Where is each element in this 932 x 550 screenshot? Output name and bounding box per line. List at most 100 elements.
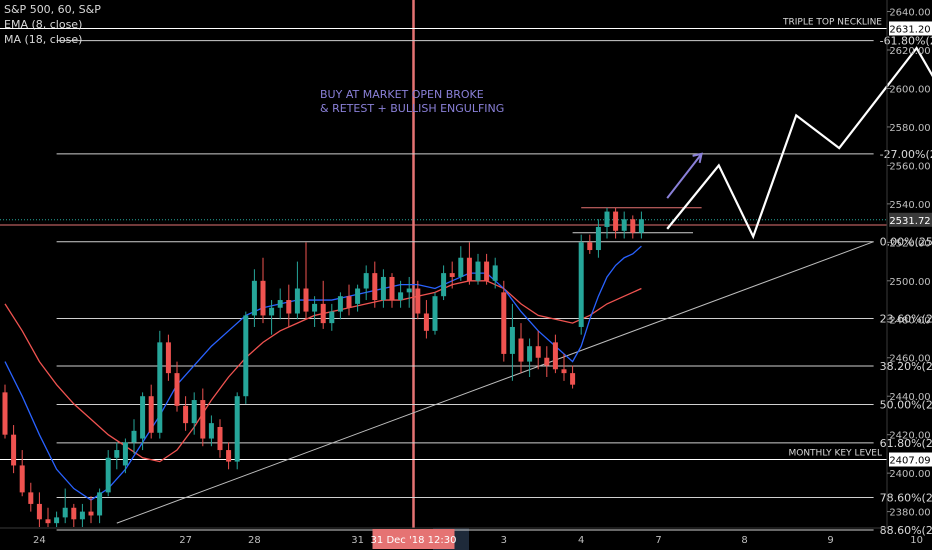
y-tick-label: 2420.00 — [889, 431, 930, 442]
candle-body — [363, 273, 369, 289]
x-tick-label: 28 — [248, 535, 261, 546]
candle — [312, 296, 318, 327]
candle — [234, 392, 240, 470]
candle — [415, 280, 421, 320]
candle-body — [458, 257, 464, 277]
candle — [97, 488, 103, 524]
candle-body — [535, 346, 541, 358]
candle-body — [191, 400, 197, 424]
fib-level-label: 88.60%(2370.41) — [880, 524, 932, 537]
candle — [544, 346, 550, 377]
candle — [131, 419, 137, 454]
fib-level-label: 50.00%(2435.72) — [880, 398, 932, 411]
candle — [303, 242, 309, 320]
candle — [423, 300, 429, 339]
candle — [604, 207, 610, 239]
candle — [88, 496, 94, 524]
candle-body — [415, 288, 421, 314]
candle — [157, 330, 163, 439]
candle-body — [45, 519, 51, 524]
candle-body — [122, 442, 128, 466]
candle-body — [88, 511, 94, 516]
candle — [208, 415, 214, 447]
fib-level-label: 78.60%(2387.33) — [880, 492, 932, 505]
candle-body — [260, 280, 266, 316]
candle-body — [355, 288, 361, 304]
candle-body — [165, 342, 171, 374]
legend-ma: MA (18, close) — [4, 33, 83, 46]
candle-body — [105, 457, 111, 493]
candle — [217, 419, 223, 458]
candle-body — [140, 396, 146, 439]
candle-body — [71, 507, 77, 520]
y-tick-label: 2540.00 — [889, 200, 930, 211]
candle — [587, 234, 593, 254]
candle-body — [346, 296, 352, 308]
candle-body — [630, 219, 636, 233]
candle — [363, 265, 369, 301]
x-tick-label: 31 — [351, 535, 364, 546]
candle-body — [183, 405, 189, 424]
candle — [45, 507, 51, 527]
candle — [466, 242, 472, 285]
candle — [613, 207, 619, 239]
candle — [432, 292, 438, 335]
candle-body — [372, 273, 378, 301]
candle — [355, 284, 361, 312]
crosshair-date-text: 31 Dec '18 12:30 — [371, 535, 457, 546]
candle — [183, 396, 189, 431]
x-tick-label: 7 — [655, 535, 661, 546]
current-price-tag-text: 2531.72 — [889, 216, 930, 227]
candle-body — [466, 257, 472, 281]
candle — [191, 392, 197, 435]
candle — [122, 438, 128, 474]
candle-body — [337, 296, 343, 312]
candle-body — [380, 276, 386, 301]
candle — [251, 269, 257, 327]
key-level-price-tag-text: 2407.09 — [889, 456, 930, 467]
y-tick-label: 2460.00 — [889, 354, 930, 365]
candle-body — [587, 242, 593, 251]
key-level-price-tag — [889, 21, 932, 36]
y-tick-label: 2440.00 — [889, 392, 930, 403]
candle — [346, 284, 352, 316]
x-tick-label: 27 — [179, 535, 192, 546]
candle-body — [552, 342, 558, 370]
y-tick-label: 2520.00 — [889, 238, 930, 249]
candle-body — [484, 261, 490, 281]
candle-body — [441, 273, 447, 297]
candle-body — [544, 357, 550, 366]
x-tick-label: 3 — [501, 535, 507, 546]
candle-body — [243, 315, 249, 397]
candle — [105, 450, 111, 497]
x-tick-label: 8 — [741, 535, 747, 546]
candle-body — [97, 492, 103, 516]
candle-body — [423, 313, 429, 331]
candle-body — [320, 303, 326, 324]
candle-body — [518, 338, 524, 362]
y-tick-label: 2600.00 — [889, 84, 930, 95]
candle — [552, 334, 558, 374]
candle-body — [54, 517, 60, 524]
candle — [19, 450, 25, 497]
candle-body — [406, 288, 412, 293]
x-tick-label: 24 — [33, 535, 46, 546]
trendline — [116, 241, 874, 524]
candle — [294, 261, 300, 320]
candle-body — [570, 373, 576, 385]
candle — [492, 257, 498, 289]
x-tick-label: 9 — [827, 535, 833, 546]
key-level-label: TRIPLE TOP NECKLINE — [782, 17, 882, 27]
candle-body — [269, 307, 275, 316]
legend-symbol: S&P 500, 60, S&P — [4, 3, 101, 16]
candle-body — [475, 261, 481, 281]
candle — [475, 253, 481, 285]
candle — [286, 284, 292, 327]
fib-level-label: 61.80%(2415.76) — [880, 437, 932, 450]
candle-body — [114, 450, 120, 458]
y-tick-label: 2580.00 — [889, 123, 930, 134]
candle — [458, 246, 464, 281]
candle — [54, 511, 60, 527]
candle — [630, 215, 636, 239]
